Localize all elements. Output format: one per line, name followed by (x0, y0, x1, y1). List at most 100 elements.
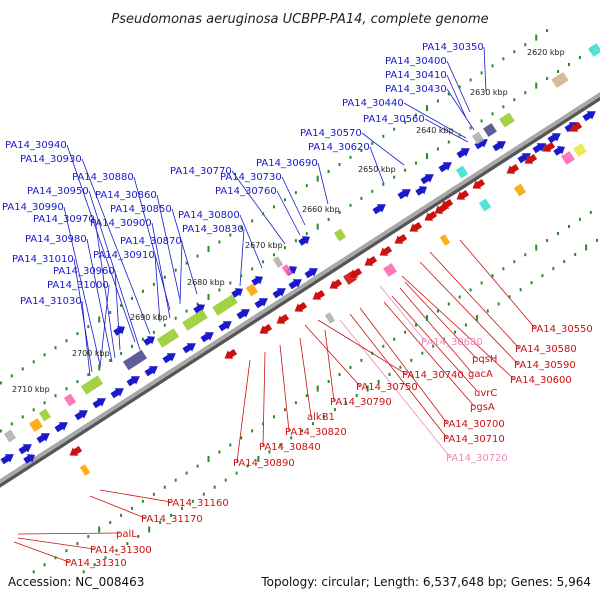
label-leader (81, 158, 151, 335)
forward-gene (372, 204, 386, 215)
scale-label: 2660 kbp (302, 205, 340, 214)
scale-tick (426, 105, 428, 112)
gene-label: PA14_30730 (220, 172, 282, 183)
label-leader (349, 313, 448, 439)
scale-tick (301, 429, 304, 433)
scale-tick (436, 99, 439, 103)
label-leader (99, 489, 172, 503)
scale-tick (257, 456, 260, 462)
scale-tick (240, 274, 243, 278)
label-leader (276, 190, 301, 236)
scale-tick (546, 77, 549, 81)
reverse-gene (69, 446, 83, 456)
scale-tick (464, 323, 467, 327)
label-leader (339, 319, 451, 458)
scale-tick (174, 268, 177, 272)
scale-tick (126, 542, 129, 546)
label-leader (94, 218, 116, 359)
label-leader (171, 208, 198, 295)
gene-block (439, 234, 451, 246)
gene-block (38, 408, 52, 422)
scale-tick (436, 309, 439, 313)
scale-tick (207, 456, 210, 462)
scale-tick (447, 302, 450, 306)
label-leader (446, 88, 475, 131)
label-leader (304, 324, 361, 387)
scale-tick (535, 82, 538, 89)
scale-tick (404, 120, 407, 124)
scale-tick (170, 513, 173, 517)
label-leader (231, 170, 286, 245)
scale-label: 2650 kbp (358, 165, 396, 174)
forward-gene (397, 189, 411, 200)
gene-label: PA14_30870 (120, 236, 182, 247)
scale-tick (10, 422, 13, 426)
label-leader (317, 319, 407, 375)
scale-label: 2630 kbp (470, 88, 508, 97)
scale-tick (21, 415, 24, 419)
scale-tick (32, 570, 35, 574)
scale-tick (349, 155, 352, 159)
forward-gene (126, 376, 140, 387)
gene-label: PA14_30850 (110, 204, 172, 215)
gene-label: uvrC (474, 388, 497, 399)
reverse-gene (456, 190, 470, 200)
scale-label: 2700 kbp (72, 349, 110, 358)
scale-tick (382, 182, 385, 186)
label-leader (154, 254, 161, 323)
gene-block (245, 283, 259, 297)
gene-label: pqsH (472, 354, 497, 365)
scale-tick (131, 506, 133, 510)
scale-tick (163, 275, 166, 279)
gene-block (80, 375, 104, 395)
scale-tick (93, 563, 96, 567)
scale-tick (469, 78, 472, 82)
scale-tick (120, 513, 123, 517)
forward-gene (182, 343, 196, 354)
label-leader (419, 261, 519, 365)
forward-gene (251, 276, 263, 286)
scale-tick (327, 218, 330, 221)
gene-label: PA14_31170 (141, 514, 203, 525)
scale-tick (382, 134, 385, 138)
gene-label: PA14_30840 (259, 442, 321, 453)
scale-tick (152, 492, 155, 496)
gene-block (29, 418, 43, 432)
scale-tick (426, 153, 428, 160)
scale-tick (316, 223, 319, 230)
forward-gene (110, 388, 124, 399)
scale-tick (54, 394, 57, 398)
gene-labels: PA14_30350 PA14_30400 PA14_30410 PA14_30430… (2, 42, 593, 569)
scale-tick (530, 281, 533, 285)
gene-label: PA14_30550 (531, 324, 593, 335)
forward-gene (517, 153, 531, 164)
scale-tick (87, 325, 90, 329)
forward-gene (0, 454, 14, 465)
scale-tick (338, 211, 341, 214)
scale-tick (480, 71, 483, 75)
scale-tick (557, 232, 559, 235)
gene-features (0, 43, 600, 476)
gene-block (281, 264, 293, 276)
scale-tick (305, 394, 308, 398)
scale-tick (218, 288, 221, 292)
scale-tick (524, 253, 527, 257)
gene-label: PA14_30430 (385, 84, 447, 95)
scale-tick (82, 570, 85, 574)
forward-gene (254, 298, 268, 309)
scale-tick (98, 316, 101, 323)
scale-tick (115, 549, 118, 553)
forward-gene (231, 288, 243, 298)
gene-block (588, 43, 600, 57)
forward-gene (18, 444, 32, 455)
scale-tick (163, 323, 166, 327)
reverse-gene (394, 234, 408, 244)
scale-tick (191, 499, 194, 503)
reverse-gene (364, 256, 378, 266)
scale-tick (65, 549, 68, 553)
gene-block (324, 312, 336, 324)
scale-tick (535, 244, 538, 251)
label-leader (17, 537, 95, 550)
scale-tick (262, 260, 265, 264)
scale-tick (393, 337, 396, 341)
